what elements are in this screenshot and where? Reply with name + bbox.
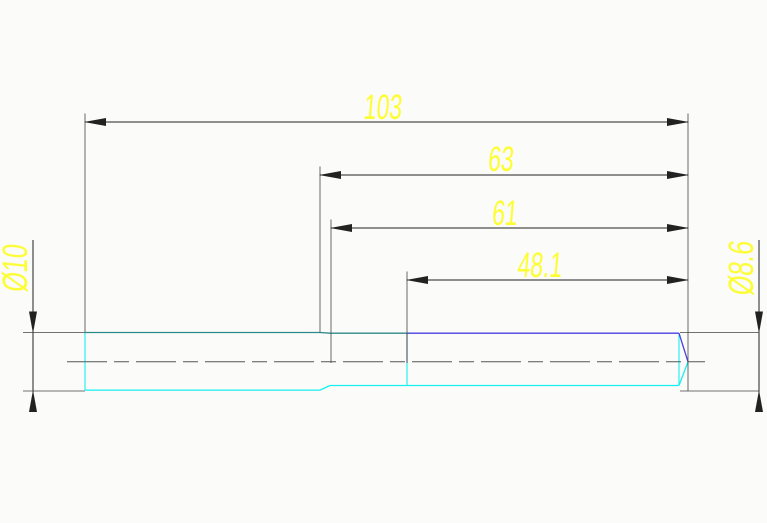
svg-text:61: 61 (490, 194, 519, 233)
svg-text:103: 103 (362, 88, 404, 127)
svg-text:Ø10: Ø10 (0, 242, 35, 294)
svg-text:63: 63 (486, 140, 515, 179)
svg-text:Ø8.6: Ø8.6 (722, 239, 761, 298)
svg-text:48.1: 48.1 (516, 246, 564, 285)
